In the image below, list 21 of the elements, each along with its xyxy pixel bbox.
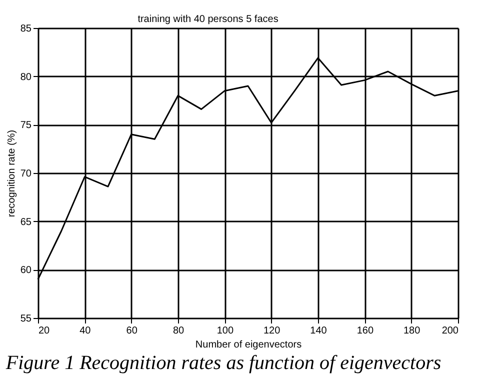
x-tick-label: 40 — [80, 326, 92, 336]
x-tick-label: 60 — [126, 326, 138, 336]
x-tick-label: 200 — [442, 326, 459, 336]
y-tick-label: 70 — [20, 168, 32, 180]
x-tick-label: 80 — [172, 326, 184, 336]
y-tick-label: 55 — [20, 314, 32, 324]
x-axis-title: Number of eigenvectors — [195, 340, 302, 350]
caption: Figure 1 Recognition rates as function of eigenvectors — [4, 352, 442, 374]
y-tick-label: 60 — [20, 265, 32, 276]
y-tick-label: 85 — [20, 24, 32, 34]
y-tick-label: 75 — [20, 120, 32, 132]
x-tick-label: 160 — [356, 326, 374, 336]
x-tick-label: 180 — [403, 326, 421, 336]
y-tick-label: 80 — [20, 72, 32, 83]
x-tick-label: 100 — [216, 326, 234, 336]
chart-title: training with 40 persons 5 faces — [138, 14, 278, 25]
y-tick-label: 65 — [20, 216, 32, 228]
x-tick-label: 20 — [38, 326, 50, 336]
x-tick-label: 140 — [310, 326, 328, 336]
x-tick-label: 120 — [263, 326, 281, 336]
y-axis-title: recognition rate (%) — [6, 130, 18, 218]
